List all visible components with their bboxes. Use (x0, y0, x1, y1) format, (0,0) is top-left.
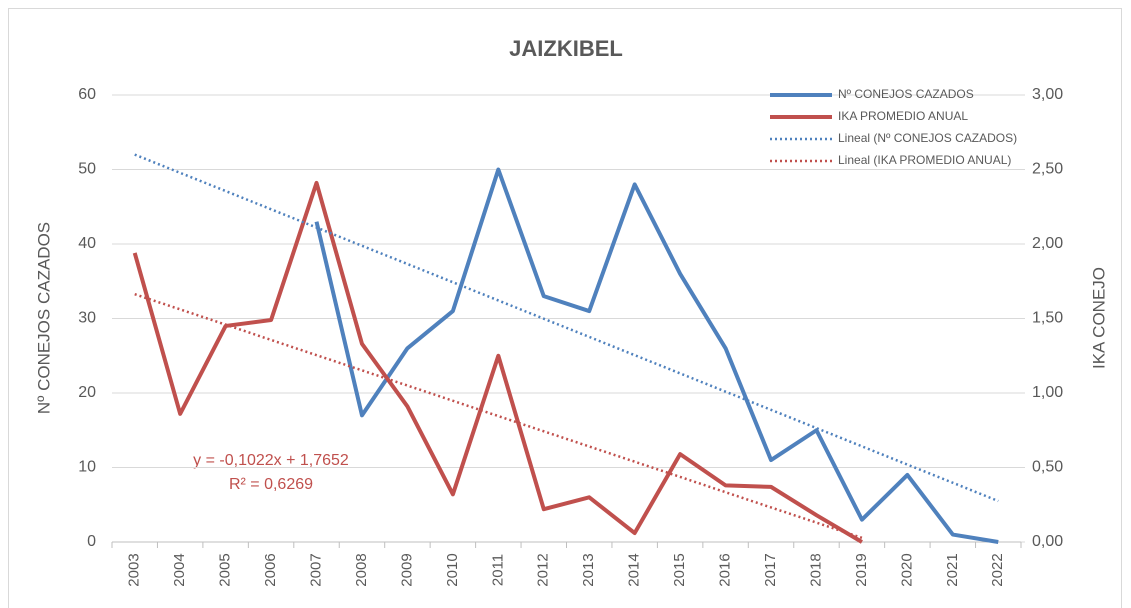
legend-label: Lineal (Nº CONEJOS CAZADOS) (838, 131, 1017, 145)
x-tick-label: 2006 (262, 553, 279, 586)
y2-tick-label: 3,00 (1032, 86, 1063, 103)
y-tick-label: 60 (78, 86, 96, 103)
y-axis-title: Nº CONEJOS CAZADOS (34, 222, 53, 414)
y2-axis-title: IKA CONEJO (1089, 267, 1108, 369)
x-tick-label: 2022 (989, 553, 1006, 586)
y2-tick-label: 0,00 (1032, 533, 1063, 550)
x-tick-label: 2014 (626, 553, 643, 586)
y-tick-label: 40 (78, 235, 96, 252)
x-tick-label: 2011 (489, 554, 506, 586)
legend-label: Lineal (IKA PROMEDIO ANUAL) (838, 153, 1011, 167)
x-tick-label: 2007 (307, 553, 324, 586)
y-tick-label: 10 (78, 459, 96, 476)
x-tick-label: 2019 (853, 553, 870, 586)
x-tick-label: 2010 (444, 553, 461, 586)
x-tick-label: 2004 (171, 553, 188, 586)
y-tick-label: 50 (78, 161, 96, 178)
x-tick-label: 2020 (898, 553, 915, 586)
chart-title: JAIZKIBEL (509, 36, 623, 61)
x-tick-label: 2015 (671, 553, 688, 586)
y2-tick-label: 1,00 (1032, 384, 1063, 401)
x-tick-label: 2009 (398, 553, 415, 586)
x-tick-label: 2017 (762, 553, 779, 586)
y2-tick-label: 0,50 (1032, 459, 1063, 476)
chart-border (8, 8, 1122, 608)
trend-equation: y = -0,1022x + 1,7652 (193, 452, 349, 469)
x-tick-label: 2013 (580, 553, 597, 586)
x-tick-label: 2003 (126, 553, 143, 586)
x-tick-label: 2018 (807, 553, 824, 586)
y2-tick-label: 1,50 (1032, 310, 1063, 327)
series-line (132, 180, 863, 544)
x-tick-label: 2008 (353, 553, 370, 586)
y-tick-label: 20 (78, 384, 96, 401)
x-tick-label: 2005 (217, 553, 234, 586)
y2-tick-label: 2,00 (1032, 235, 1063, 252)
y-tick-label: 30 (78, 310, 96, 327)
series-line (314, 167, 999, 544)
legend-label: Nº CONEJOS CAZADOS (838, 87, 974, 101)
legend-label: IKA PROMEDIO ANUAL (838, 109, 968, 123)
x-tick-label: 2012 (535, 553, 552, 586)
trend-line (134, 153, 999, 503)
x-tick-label: 2016 (717, 553, 734, 586)
y2-tick-label: 2,50 (1032, 161, 1063, 178)
x-tick-label: 2021 (944, 553, 961, 586)
trend-r-squared: R² = 0,6269 (229, 476, 313, 493)
y-tick-label: 0 (87, 533, 96, 550)
